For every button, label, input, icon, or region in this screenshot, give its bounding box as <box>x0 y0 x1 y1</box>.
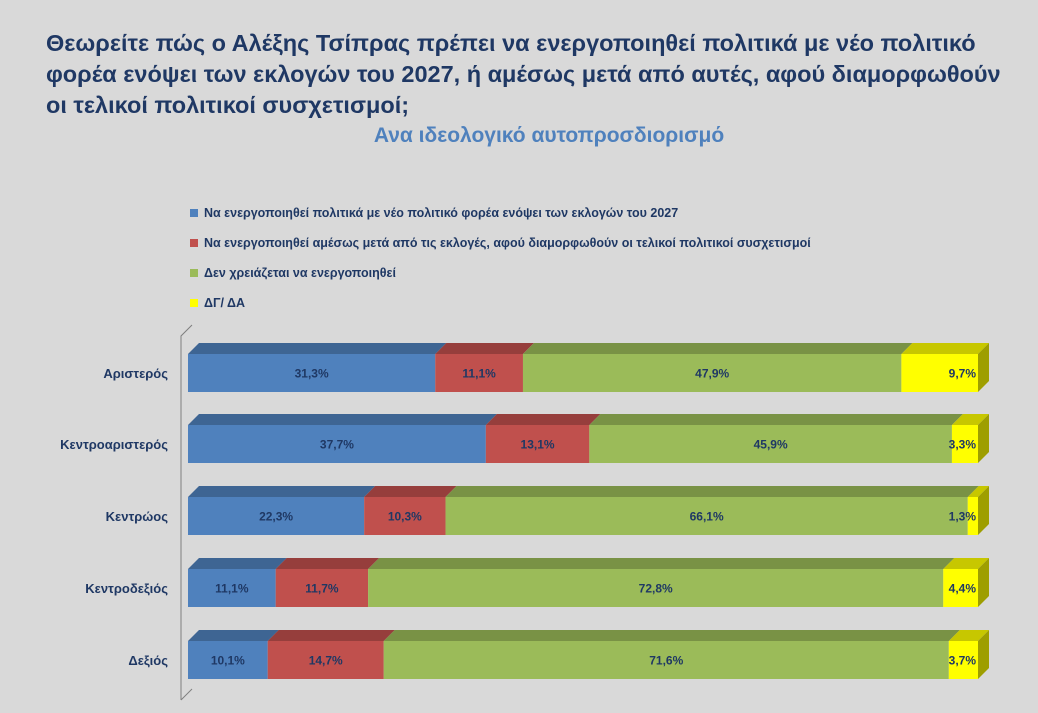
data-label: 45,9% <box>754 438 788 452</box>
bar-segment <box>589 425 952 463</box>
legend-swatch <box>190 239 198 247</box>
bar-top-face <box>967 486 989 497</box>
data-label: 11,1% <box>215 582 249 596</box>
bar-top-face <box>368 558 955 569</box>
chart-title: Θεωρείτε πώς ο Αλέξης Τσίπρας πρέπει να … <box>46 30 1001 118</box>
bar-segment <box>188 425 486 463</box>
bar-segment <box>951 425 978 463</box>
bar-segment <box>943 569 978 607</box>
bar-segment <box>188 641 268 679</box>
category-label: Κεντροαριστερός <box>60 437 168 452</box>
legend-label: Να ενεργοποιηθεί πολιτικά με νέο πολιτικ… <box>204 206 679 220</box>
legend-label: ΔΓ/ ΔΑ <box>204 296 245 310</box>
bar-side-face <box>978 558 989 607</box>
bar-segment <box>522 354 902 392</box>
data-label: 10,1% <box>211 654 245 668</box>
legend-swatch <box>190 299 198 307</box>
bar-segment <box>383 641 949 679</box>
category-label: Δεξιός <box>128 653 168 668</box>
bar-segment <box>368 569 944 607</box>
bar-segment <box>445 497 968 535</box>
data-label: 66,1% <box>690 510 724 524</box>
legend-item: ΔΓ/ ΔΑ <box>190 292 811 314</box>
bar-segment <box>364 497 446 535</box>
bar-top-face <box>589 414 963 425</box>
axis-floor-line <box>180 688 193 701</box>
bar-segment <box>188 569 276 607</box>
bar-top-face <box>383 630 960 641</box>
data-label: 72,8% <box>639 582 673 596</box>
bar-segment <box>485 425 590 463</box>
chart-subtitle: Ανα ιδεολογικό αυτοπροσδιορισμό <box>373 124 725 147</box>
axis-line <box>180 324 193 700</box>
legend-item: Να ενεργοποιηθεί πολιτικά με νέο πολιτικ… <box>190 202 811 224</box>
data-label: 71,6% <box>649 654 683 668</box>
bar-top-face <box>275 558 380 569</box>
bar-top-face <box>951 414 989 425</box>
bar-segment <box>188 497 365 535</box>
bar-top-face <box>435 343 534 354</box>
bar-top-face <box>485 414 601 425</box>
bar-segment <box>188 354 436 392</box>
data-label: 4,4% <box>949 582 977 596</box>
bar-segment <box>267 641 384 679</box>
legend-item: Να ενεργοποιηθεί αμέσως μετά από τις εκλ… <box>190 232 811 254</box>
bar-top-face <box>188 486 376 497</box>
data-label: 13,1% <box>521 438 555 452</box>
category-label: Κεντροδεξιός <box>85 581 168 596</box>
legend-item: Δεν χρειάζεται να ενεργοποιηθεί <box>190 262 811 284</box>
bar-top-face <box>188 558 287 569</box>
category-label: Κεντρώος <box>106 509 169 524</box>
data-label: 3,3% <box>949 438 977 452</box>
legend-swatch <box>190 269 198 277</box>
chart-legend: Να ενεργοποιηθεί πολιτικά με νέο πολιτικ… <box>190 202 811 322</box>
data-label: 31,3% <box>295 367 329 381</box>
bar-segment <box>967 497 978 535</box>
bar-top-face <box>364 486 457 497</box>
data-label: 14,7% <box>309 654 343 668</box>
bar-segment <box>275 569 369 607</box>
data-label: 11,7% <box>305 582 339 596</box>
data-label: 11,1% <box>462 367 496 381</box>
bar-top-face <box>943 558 989 569</box>
data-label: 3,7% <box>949 654 977 668</box>
bar-top-face <box>948 630 989 641</box>
bar-segment <box>901 354 978 392</box>
bar-top-face <box>188 414 497 425</box>
data-label: 47,9% <box>695 367 729 381</box>
data-label: 9,7% <box>949 367 977 381</box>
bar-segment <box>435 354 523 392</box>
bar-top-face <box>188 630 279 641</box>
bar-top-face <box>522 343 913 354</box>
bar-top-face <box>188 343 447 354</box>
data-label: 37,7% <box>320 438 354 452</box>
bar-top-face <box>445 486 979 497</box>
bar-side-face <box>978 343 989 392</box>
data-label: 10,3% <box>388 510 422 524</box>
bar-side-face <box>978 630 989 679</box>
data-label: 22,3% <box>259 510 293 524</box>
data-label: 1,3% <box>949 510 977 524</box>
category-label: Αριστερός <box>103 366 168 381</box>
legend-swatch <box>190 209 198 217</box>
bar-top-face <box>901 343 989 354</box>
legend-label: Δεν χρειάζεται να ενεργοποιηθεί <box>204 266 396 280</box>
bar-segment <box>948 641 978 679</box>
bar-side-face <box>978 414 989 463</box>
legend-label: Να ενεργοποιηθεί αμέσως μετά από τις εκλ… <box>204 236 811 250</box>
bar-top-face <box>267 630 395 641</box>
bar-side-face <box>978 486 989 535</box>
